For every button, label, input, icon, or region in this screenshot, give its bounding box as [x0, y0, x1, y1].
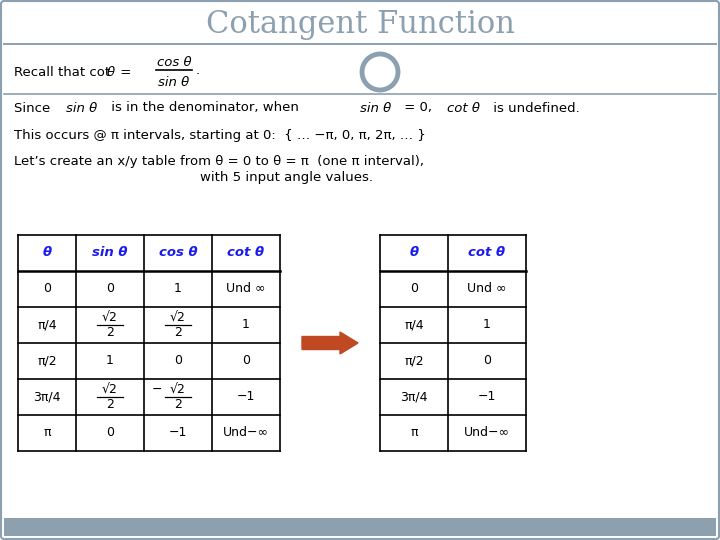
Text: with 5 input angle values.: with 5 input angle values. — [200, 172, 373, 185]
Text: √2: √2 — [102, 382, 118, 395]
Text: .: . — [196, 64, 200, 77]
Text: This occurs @ π intervals, starting at 0:  { … −π, 0, π, 2π, … }: This occurs @ π intervals, starting at 0… — [14, 130, 426, 143]
Text: 2: 2 — [174, 399, 182, 411]
Text: sin θ: sin θ — [92, 246, 127, 260]
Text: π/4: π/4 — [404, 319, 424, 332]
Text: 2: 2 — [106, 399, 114, 411]
Text: cot θ: cot θ — [446, 102, 480, 114]
FancyArrow shape — [302, 332, 358, 354]
Text: Let’s create an x/y table from θ = 0 to θ = π  (one π interval),: Let’s create an x/y table from θ = 0 to … — [14, 156, 424, 168]
Text: −: − — [151, 382, 162, 395]
Text: cos θ: cos θ — [158, 246, 197, 260]
Text: 2: 2 — [106, 327, 114, 340]
Text: 0: 0 — [174, 354, 182, 368]
Text: Cotangent Function: Cotangent Function — [205, 9, 515, 39]
Text: cos θ: cos θ — [157, 56, 192, 69]
Text: 1: 1 — [106, 354, 114, 368]
Text: θ: θ — [42, 246, 52, 260]
Text: Und−∞: Und−∞ — [464, 427, 510, 440]
Text: π/4: π/4 — [37, 319, 57, 332]
Text: 0: 0 — [483, 354, 491, 368]
Text: 3π/4: 3π/4 — [33, 390, 60, 403]
Text: 0: 0 — [106, 282, 114, 295]
Text: π/2: π/2 — [37, 354, 57, 368]
Text: 1: 1 — [483, 319, 491, 332]
Bar — [4, 518, 716, 536]
Text: Recall that cot: Recall that cot — [14, 65, 110, 78]
Text: √2: √2 — [170, 382, 186, 395]
Text: θ: θ — [107, 65, 115, 78]
Text: π: π — [43, 427, 50, 440]
Text: √2: √2 — [102, 310, 118, 323]
Text: is undefined.: is undefined. — [490, 102, 580, 114]
Text: 0: 0 — [106, 427, 114, 440]
Text: −1: −1 — [237, 390, 255, 403]
Text: 2: 2 — [174, 327, 182, 340]
Text: cot θ: cot θ — [469, 246, 505, 260]
Text: Since: Since — [14, 102, 55, 114]
Text: 3π/4: 3π/4 — [400, 390, 428, 403]
Text: = 0,: = 0, — [400, 102, 436, 114]
Text: −1: −1 — [168, 427, 187, 440]
Text: cot θ: cot θ — [228, 246, 264, 260]
Text: Und ∞: Und ∞ — [226, 282, 266, 295]
Text: 1: 1 — [174, 282, 182, 295]
Text: is in the denominator, when: is in the denominator, when — [107, 102, 302, 114]
Text: 0: 0 — [242, 354, 250, 368]
Text: √2: √2 — [170, 310, 186, 323]
Text: sin θ: sin θ — [66, 102, 97, 114]
Text: Und−∞: Und−∞ — [223, 427, 269, 440]
Text: 0: 0 — [410, 282, 418, 295]
Text: sin θ: sin θ — [158, 76, 189, 89]
Text: 1: 1 — [242, 319, 250, 332]
Text: π/2: π/2 — [404, 354, 424, 368]
Text: θ: θ — [410, 246, 418, 260]
Text: π: π — [410, 427, 418, 440]
Text: −1: −1 — [478, 390, 496, 403]
Text: Und ∞: Und ∞ — [467, 282, 507, 295]
Text: 0: 0 — [43, 282, 51, 295]
Text: sin θ: sin θ — [360, 102, 391, 114]
Text: =: = — [116, 65, 131, 78]
